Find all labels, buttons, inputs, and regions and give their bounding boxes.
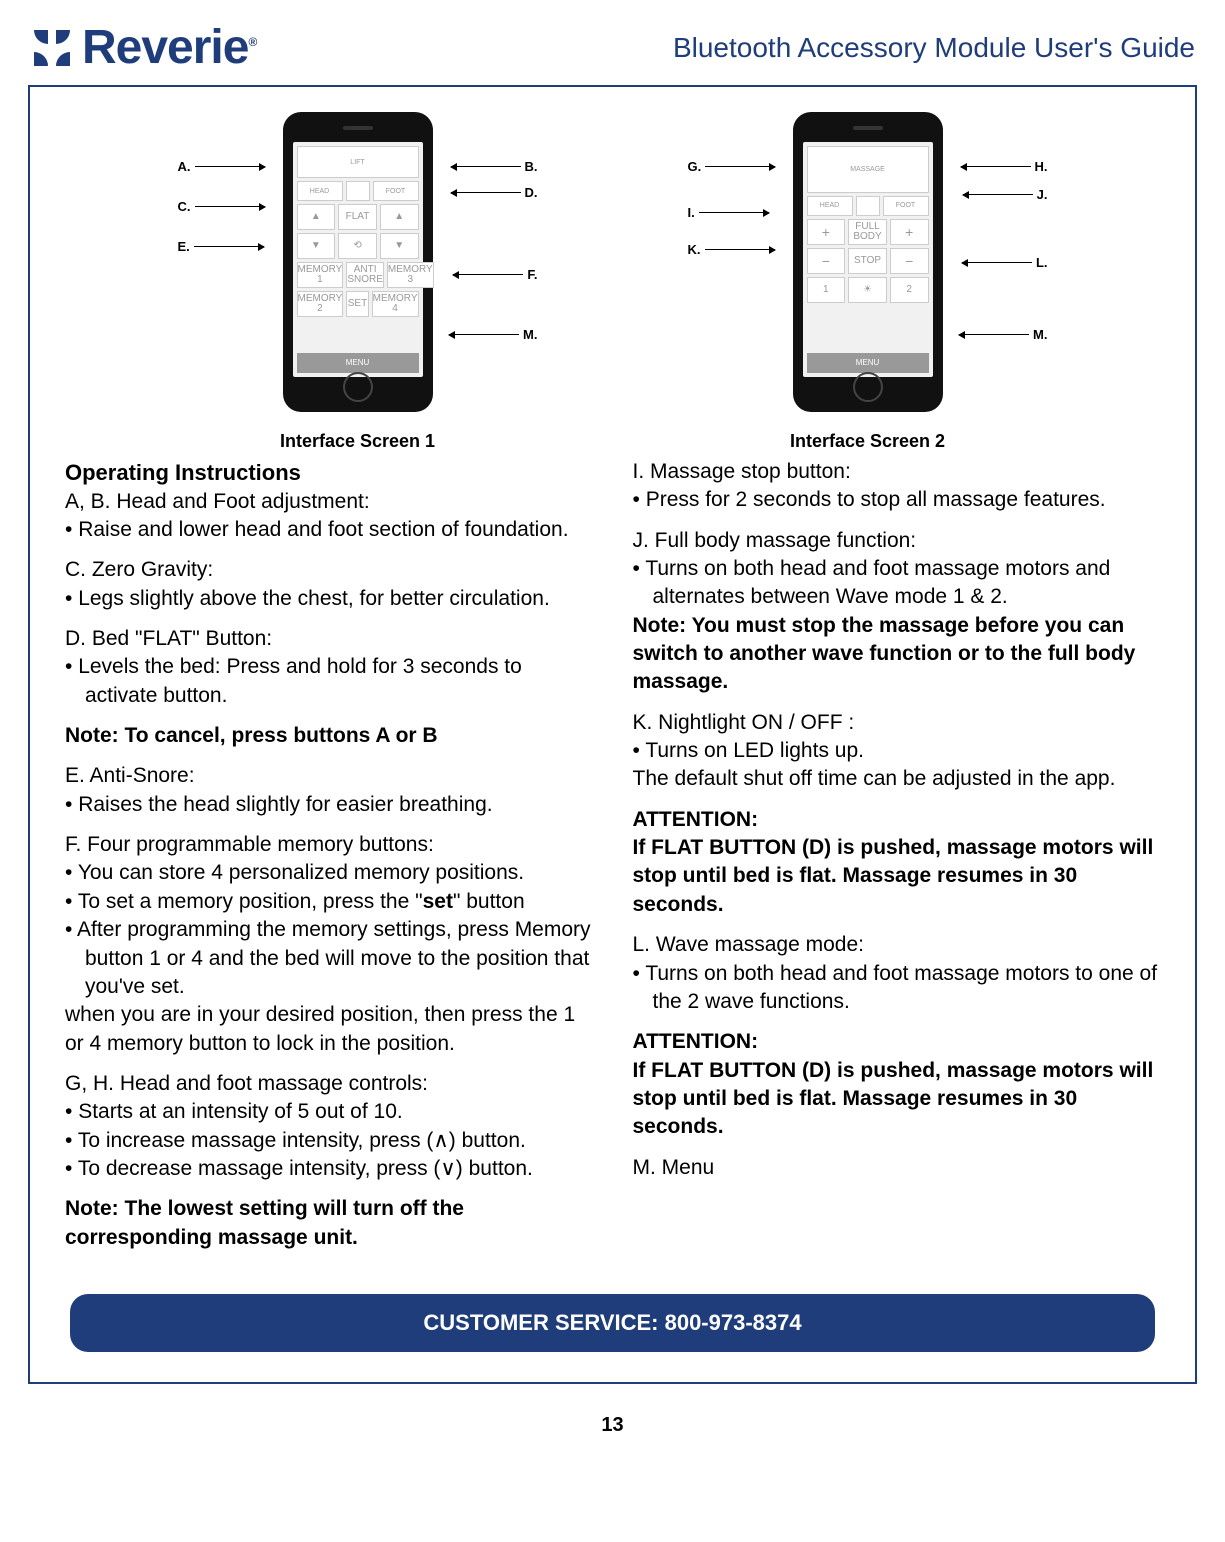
ps1-foot-up: ▲	[380, 204, 419, 230]
ps1-menu: MENU	[297, 353, 419, 373]
d-title: D. Bed "FLAT" Button:	[65, 625, 593, 653]
callout-f: F.	[449, 267, 537, 282]
ps2-full: FULL BODY	[848, 219, 887, 245]
j-bullet-1: Turns on both head and foot massage moto…	[633, 555, 1161, 612]
screen-1-caption: Interface Screen 1	[280, 431, 435, 452]
page-number: 13	[0, 1404, 1225, 1447]
ps1-mem3: MEMORY 3	[387, 262, 434, 288]
brand-name: Reverie®	[82, 20, 256, 75]
ps2-foot-plus: +	[890, 219, 929, 245]
screen-1-diagram: A. C. E. B. D. F. M. LIFT HEAD FOOT	[178, 97, 538, 427]
j-title: J. Full body massage function:	[633, 527, 1161, 555]
ps2-nightlight: ☀	[848, 277, 887, 303]
ps1-mem1: MEMORY 1	[297, 262, 344, 288]
attention-1: ATTENTION: If FLAT BUTTON (D) is pushed,…	[633, 806, 1161, 919]
callout-e: E.	[178, 239, 268, 254]
callout-i: I.	[688, 205, 773, 220]
screen-2-diagram: G. I. K. H. J. L. M. MASSAGE HEAD FOOT	[688, 97, 1048, 427]
phone-screen-1: LIFT HEAD FOOT ▲ FLAT ▲ ▼	[293, 142, 423, 377]
f-bullet-3: After programming the memory settings, p…	[65, 916, 593, 1001]
gh-bullet-3: To decrease massage intensity, press (∨)…	[65, 1155, 593, 1183]
callout-m1: M.	[445, 327, 537, 342]
callout-a: A.	[178, 159, 269, 174]
callout-h: H.	[957, 159, 1048, 174]
callout-m2: M.	[955, 327, 1047, 342]
i-title: I. Massage stop button:	[633, 458, 1161, 486]
document-title: Bluetooth Accessory Module User's Guide	[673, 32, 1195, 64]
callout-b: B.	[447, 159, 538, 174]
note-lowest: Note: The lowest setting will turn off t…	[65, 1195, 593, 1252]
d-bullet-1: Levels the bed: Press and hold for 3 sec…	[65, 653, 593, 710]
ps1-anti: ANTI SNORE	[346, 262, 384, 288]
customer-service-footer: CUSTOMER SERVICE: 800-973-8374	[70, 1294, 1155, 1352]
c-title: C. Zero Gravity:	[65, 556, 593, 584]
ps1-foot-down: ▼	[380, 233, 419, 259]
callout-k: K.	[688, 242, 779, 257]
c-bullet-1: Legs slightly above the chest, for bette…	[65, 585, 593, 613]
ps2-menu: MENU	[807, 353, 929, 373]
ps1-flat: FLAT	[338, 204, 377, 230]
ps1-mem2: MEMORY 2	[297, 291, 344, 317]
ps1-head-up: ▲	[297, 204, 336, 230]
ab-title: A, B. Head and Foot adjustment:	[65, 488, 593, 516]
f-title: F. Four programmable memory buttons:	[65, 831, 593, 859]
l-title: L. Wave massage mode:	[633, 931, 1161, 959]
screen-1-column: A. C. E. B. D. F. M. LIFT HEAD FOOT	[178, 97, 538, 452]
screen-2-column: G. I. K. H. J. L. M. MASSAGE HEAD FOOT	[688, 97, 1048, 452]
k-title: K. Nightlight ON / OFF :	[633, 709, 1161, 737]
ps1-foot: FOOT	[373, 181, 419, 201]
ab-bullet-1: Raise and lower head and foot section of…	[65, 516, 593, 544]
gh-title: G, H. Head and foot massage controls:	[65, 1070, 593, 1098]
phone-mockup-1: LIFT HEAD FOOT ▲ FLAT ▲ ▼	[283, 112, 433, 412]
left-column: Operating Instructions A, B. Head and Fo…	[65, 458, 593, 1264]
phone-screen-2: MASSAGE HEAD FOOT + FULL BODY + −	[803, 142, 933, 377]
ps2-head: HEAD	[807, 196, 853, 216]
e-title: E. Anti-Snore:	[65, 762, 593, 790]
callout-c: C.	[178, 199, 269, 214]
callout-d: D.	[447, 185, 538, 200]
e-bullet-1: Raises the head slightly for easier brea…	[65, 791, 593, 819]
main-content-frame: A. C. E. B. D. F. M. LIFT HEAD FOOT	[28, 85, 1197, 1384]
f-tail: when you are in your desired position, t…	[65, 1001, 593, 1058]
ps1-head-down: ▼	[297, 233, 336, 259]
callout-j: J.	[959, 187, 1048, 202]
body-columns: Operating Instructions A, B. Head and Fo…	[30, 458, 1195, 1264]
brand-logo: Reverie®	[30, 20, 256, 75]
attention-2: ATTENTION: If FLAT BUTTON (D) is pushed,…	[633, 1028, 1161, 1141]
ps1-set: SET	[346, 291, 368, 317]
document-header: Reverie® Bluetooth Accessory Module User…	[0, 0, 1225, 85]
ps1-head: HEAD	[297, 181, 343, 201]
k-tail: The default shut off time can be adjuste…	[633, 765, 1161, 793]
f-bullet-1: You can store 4 personalized memory posi…	[65, 859, 593, 887]
l-bullet-1: Turns on both head and foot massage moto…	[633, 960, 1161, 1017]
brand-logo-icon	[30, 26, 74, 70]
ps2-one: 1	[807, 277, 846, 303]
ps2-two: 2	[890, 277, 929, 303]
ps1-mem4: MEMORY 4	[372, 291, 419, 317]
note-cancel: Note: To cancel, press buttons A or B	[65, 722, 593, 750]
phone-mockup-2: MASSAGE HEAD FOOT + FULL BODY + −	[793, 112, 943, 412]
ps2-stop: STOP	[848, 248, 887, 274]
f-bullet-2: To set a memory position, press the "set…	[65, 888, 593, 916]
ps2-foot: FOOT	[883, 196, 929, 216]
ps2-title: MASSAGE	[807, 146, 929, 193]
screen-2-caption: Interface Screen 2	[790, 431, 945, 452]
gh-bullet-1: Starts at an intensity of 5 out of 10.	[65, 1098, 593, 1126]
i-bullet-1: Press for 2 seconds to stop all massage …	[633, 486, 1161, 514]
ps2-foot-minus: −	[890, 248, 929, 274]
ps1-title: LIFT	[297, 146, 419, 178]
callout-l: L.	[958, 255, 1048, 270]
interface-screens-row: A. C. E. B. D. F. M. LIFT HEAD FOOT	[30, 97, 1195, 452]
m-title: M. Menu	[633, 1154, 1161, 1182]
ps2-head-plus: +	[807, 219, 846, 245]
ps2-head-minus: −	[807, 248, 846, 274]
operating-instructions-heading: Operating Instructions	[65, 458, 593, 488]
ps1-zg: ⟲	[338, 233, 377, 259]
callout-g: G.	[688, 159, 780, 174]
gh-bullet-2: To increase massage intensity, press (∧)…	[65, 1127, 593, 1155]
right-column: I. Massage stop button: Press for 2 seco…	[633, 458, 1161, 1264]
k-bullet-1: Turns on LED lights up.	[633, 737, 1161, 765]
j-note: Note: You must stop the massage before y…	[633, 612, 1161, 697]
